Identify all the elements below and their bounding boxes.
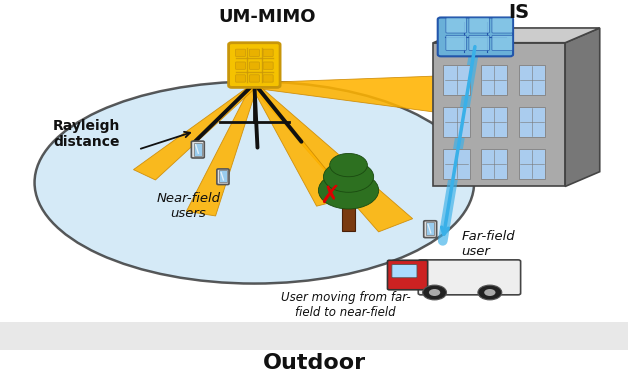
FancyBboxPatch shape xyxy=(492,35,512,51)
FancyBboxPatch shape xyxy=(219,170,227,182)
Polygon shape xyxy=(0,321,628,350)
FancyBboxPatch shape xyxy=(236,49,246,57)
FancyBboxPatch shape xyxy=(519,65,545,95)
FancyBboxPatch shape xyxy=(481,149,507,179)
FancyBboxPatch shape xyxy=(446,18,467,33)
Circle shape xyxy=(323,161,374,192)
FancyBboxPatch shape xyxy=(236,62,246,69)
Polygon shape xyxy=(433,28,600,43)
Text: IS: IS xyxy=(509,3,529,22)
FancyBboxPatch shape xyxy=(424,221,436,238)
FancyBboxPatch shape xyxy=(426,222,434,235)
Polygon shape xyxy=(251,84,413,232)
FancyBboxPatch shape xyxy=(446,35,467,51)
Polygon shape xyxy=(251,85,349,206)
FancyBboxPatch shape xyxy=(443,107,470,137)
FancyBboxPatch shape xyxy=(481,65,507,95)
Circle shape xyxy=(478,285,502,300)
Polygon shape xyxy=(342,206,355,231)
FancyBboxPatch shape xyxy=(469,18,489,33)
Text: UM-MIMO: UM-MIMO xyxy=(218,8,316,27)
Text: Far-field
user: Far-field user xyxy=(462,230,515,258)
FancyBboxPatch shape xyxy=(443,149,470,179)
Text: Rayleigh
distance: Rayleigh distance xyxy=(53,119,121,149)
Polygon shape xyxy=(254,75,464,115)
FancyBboxPatch shape xyxy=(263,75,273,82)
FancyBboxPatch shape xyxy=(387,260,428,290)
FancyBboxPatch shape xyxy=(263,49,273,57)
FancyBboxPatch shape xyxy=(249,75,259,82)
Ellipse shape xyxy=(35,82,474,283)
FancyBboxPatch shape xyxy=(236,75,246,82)
FancyBboxPatch shape xyxy=(519,107,545,137)
FancyBboxPatch shape xyxy=(492,18,512,33)
FancyBboxPatch shape xyxy=(249,62,259,69)
FancyBboxPatch shape xyxy=(481,107,507,137)
FancyBboxPatch shape xyxy=(263,62,273,69)
Polygon shape xyxy=(433,43,565,187)
Polygon shape xyxy=(565,28,600,187)
Circle shape xyxy=(318,172,379,209)
FancyBboxPatch shape xyxy=(418,260,521,295)
FancyBboxPatch shape xyxy=(438,17,513,56)
FancyBboxPatch shape xyxy=(519,149,545,179)
Circle shape xyxy=(429,289,440,296)
Text: Outdoor: Outdoor xyxy=(263,353,365,373)
FancyBboxPatch shape xyxy=(229,43,280,87)
FancyBboxPatch shape xyxy=(194,142,202,155)
Text: Near-field
users: Near-field users xyxy=(156,192,220,220)
Polygon shape xyxy=(187,85,257,216)
FancyBboxPatch shape xyxy=(392,264,417,278)
Circle shape xyxy=(330,154,367,177)
Circle shape xyxy=(423,285,447,300)
FancyBboxPatch shape xyxy=(443,65,470,95)
FancyBboxPatch shape xyxy=(192,141,204,158)
Text: ✗: ✗ xyxy=(319,184,340,208)
Circle shape xyxy=(484,289,495,296)
Text: User moving from far-
field to near-field: User moving from far- field to near-fiel… xyxy=(281,291,410,319)
FancyBboxPatch shape xyxy=(469,35,489,51)
FancyBboxPatch shape xyxy=(249,49,259,57)
Polygon shape xyxy=(133,84,257,180)
FancyBboxPatch shape xyxy=(217,169,229,185)
